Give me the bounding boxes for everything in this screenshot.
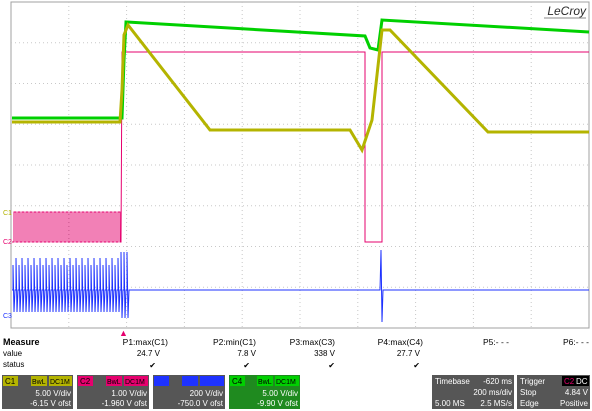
c2-ground-marker[interactable]: C2	[3, 239, 12, 246]
param-1-status: ✔	[149, 361, 156, 370]
c1-label: C1	[5, 377, 16, 386]
channel-c3-box[interactable]: C3 BwL DC1M 200 V/div -750.0 V ofst	[153, 375, 225, 409]
param-3-label[interactable]: P3:max(C3)	[290, 337, 336, 347]
c1-bw-badge: BwL	[32, 379, 46, 386]
trace-c3	[12, 249, 589, 323]
c2-vdiv: 1.00 V/div	[111, 389, 147, 398]
param-4-label[interactable]: P4:max(C4)	[378, 337, 424, 347]
trigger-box[interactable]: Trigger C2 DC Stop 4.84 V Edge Positive	[517, 375, 590, 409]
channel-c1-box[interactable]: C1 BwL DC1M 5.00 V/div -6.15 V ofst	[2, 375, 73, 409]
c1-coupling-badge: DC1M	[50, 379, 70, 386]
c3-ground-marker[interactable]: C3	[3, 313, 12, 320]
trigger-level: 4.84 V	[565, 388, 589, 397]
trigger-slope: Positive	[560, 399, 589, 408]
param-3-value: 338 V	[314, 349, 336, 358]
c2-label: C2	[80, 377, 91, 386]
timebase-label: Timebase	[435, 377, 470, 386]
param-5-label[interactable]: P5:- - -	[483, 337, 509, 347]
param-3-status: ✔	[328, 361, 335, 370]
c1-offset: -6.15 V ofst	[30, 399, 72, 408]
graticule-grid	[11, 2, 589, 328]
measure-title: Measure	[3, 337, 40, 347]
param-2-label[interactable]: P2:min(C1)	[213, 337, 256, 347]
c1-ground-marker[interactable]: C1	[3, 210, 12, 217]
c4-offset: -9.90 V ofst	[257, 399, 299, 408]
c1-vdiv: 5.00 V/div	[35, 389, 71, 398]
c3-vdiv: 200 V/div	[190, 389, 223, 398]
brand-logo: LeCroy	[547, 4, 587, 18]
trigger-source: C2	[564, 377, 575, 386]
trigger-position-marker[interactable]: ▲	[119, 328, 128, 338]
channel-c4-box[interactable]: C4 BwL DC1M 5.00 V/div -9.90 V ofst	[229, 375, 300, 409]
c4-label: C4	[232, 377, 243, 386]
c4-coupling-badge: DC1M	[276, 379, 296, 386]
param-4-status: ✔	[413, 361, 420, 370]
timebase-box[interactable]: Timebase -620 ms 200 ms/div 5.00 MS 2.5 …	[432, 375, 514, 409]
measure-value-label: value	[3, 349, 23, 358]
trace-c1	[12, 22, 589, 154]
param-2-value: 7.8 V	[237, 349, 256, 358]
param-6-label[interactable]: P6:- - -	[563, 337, 589, 347]
c2-bw-badge: BwL	[107, 379, 121, 386]
trace-c2	[12, 51, 589, 243]
c3-coupling-badge: DC1M	[201, 379, 221, 386]
c2-offset: -1.960 V ofst	[102, 399, 148, 408]
trigger-label: Trigger	[520, 377, 545, 386]
c3-bw-badge: BwL	[183, 379, 197, 386]
c2-coupling-badge: DC1M	[125, 379, 145, 386]
param-4-value: 27.7 V	[397, 349, 421, 358]
c4-bw-badge: BwL	[258, 379, 272, 386]
timebase-delay: -620 ms	[483, 377, 512, 386]
c4-vdiv: 5.00 V/div	[262, 389, 298, 398]
param-1-value: 24.7 V	[137, 349, 161, 358]
measure-status-label: status	[3, 360, 24, 369]
timebase-tdiv: 200 ms/div	[473, 388, 512, 397]
param-2-status: ✔	[243, 361, 250, 370]
trigger-mode: Stop	[520, 388, 537, 397]
param-1-label[interactable]: P1:max(C1)	[123, 337, 169, 347]
c3-label: C3	[156, 377, 167, 386]
channel-c2-box[interactable]: C2 BwL DC1M 1.00 V/div -1.960 V ofst	[77, 375, 149, 409]
trigger-type: Edge	[520, 399, 539, 408]
timebase-rate: 2.5 MS/s	[480, 399, 512, 408]
c3-offset: -750.0 V ofst	[178, 399, 224, 408]
timebase-samples: 5.00 MS	[435, 399, 465, 408]
trigger-coupling: DC	[576, 377, 588, 386]
measure-table: Measure value status P1:max(C1) 24.7 V ✔…	[3, 337, 589, 370]
